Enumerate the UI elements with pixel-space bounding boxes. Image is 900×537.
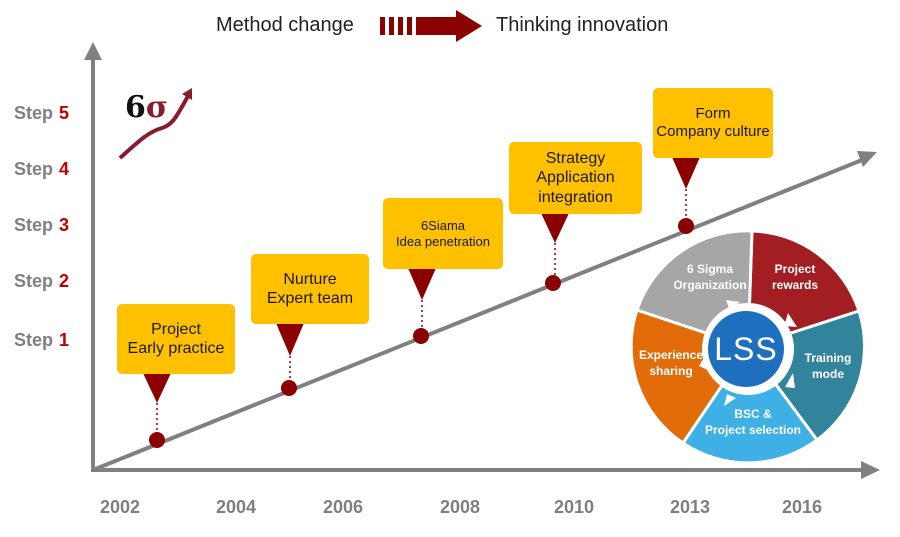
milestone-marker-1 bbox=[143, 373, 171, 448]
milestone-callout-1: Project Early practice bbox=[117, 304, 235, 374]
growth-line bbox=[92, 158, 863, 472]
year-label-2013: 2013 bbox=[670, 497, 711, 517]
logo-swoosh-icon bbox=[118, 88, 192, 160]
year-label-2002: 2002 bbox=[100, 497, 141, 517]
segment-bsc-project-selection bbox=[680, 344, 820, 465]
logo-sigma: σ bbox=[145, 90, 168, 125]
step-label-1: Step 1 bbox=[14, 330, 70, 350]
year-label-2006: 2006 bbox=[323, 497, 364, 517]
lss-center-circle bbox=[708, 311, 784, 387]
lss-cycle bbox=[629, 229, 867, 465]
year-label-2008: 2008 bbox=[440, 497, 481, 517]
year-label-2004: 2004 bbox=[216, 497, 257, 517]
milestone-callout-2: Nurture Expert team bbox=[251, 254, 369, 324]
logo-six: 6 bbox=[125, 90, 146, 125]
milestone-marker-5 bbox=[672, 157, 700, 234]
step-label-2: Step 2 bbox=[14, 271, 70, 291]
milestone-marker-4 bbox=[541, 213, 569, 291]
year-label-2010: 2010 bbox=[554, 497, 595, 517]
legend-thinking-innovation: Thinking innovation bbox=[496, 14, 669, 36]
lss-center-label: LSS bbox=[714, 330, 778, 367]
milestone-marker-3 bbox=[408, 268, 436, 344]
step-label-5: Step 5 bbox=[14, 103, 70, 123]
legend-arrow bbox=[380, 10, 482, 42]
year-label-2016: 2016 bbox=[782, 497, 823, 517]
legend-method-change: Method change bbox=[216, 14, 354, 36]
x-axis-arrowhead bbox=[861, 461, 880, 479]
y-axis-arrowhead bbox=[84, 42, 102, 60]
step-label-4: Step 4 bbox=[14, 159, 70, 179]
milestone-marker-2 bbox=[276, 323, 304, 396]
step-label-3: Step 3 bbox=[14, 215, 70, 235]
cycle-label-6-sigma-organization: 6 Sigma Organization bbox=[673, 262, 747, 292]
milestone-callout-5: Form Company culture bbox=[653, 88, 773, 158]
milestone-callout-4: Strategy Application integration bbox=[509, 142, 642, 214]
growth-line-arrowhead bbox=[857, 151, 877, 167]
cycle-label-experience-sharing: Experience sharing bbox=[638, 348, 704, 378]
cycle-label-project-rewards: Project rewards bbox=[771, 262, 819, 292]
six-sigma-logo: 6σ bbox=[118, 82, 198, 162]
milestone-callout-3: 6Siama Idea penetration bbox=[383, 198, 503, 269]
cycle-label-bsc-project-selection: BSC & Project selection bbox=[704, 407, 802, 437]
cycle-label-training-mode: Training mode bbox=[804, 351, 852, 381]
